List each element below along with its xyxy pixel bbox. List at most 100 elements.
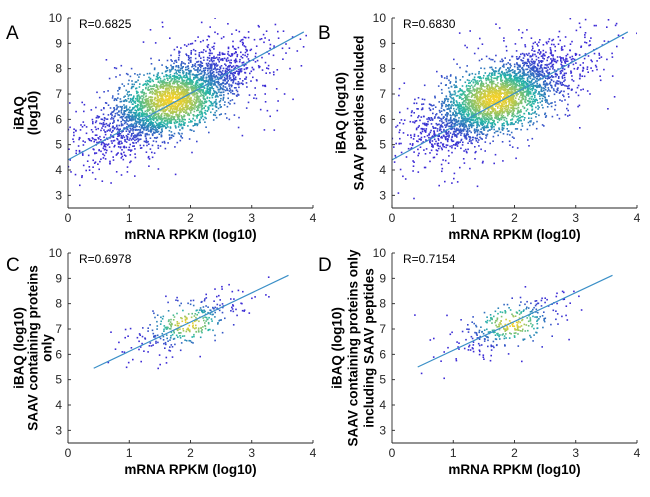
data-point bbox=[531, 85, 534, 88]
data-point bbox=[239, 82, 241, 85]
data-point bbox=[394, 154, 397, 157]
data-point bbox=[149, 108, 152, 111]
data-point bbox=[544, 80, 547, 83]
data-point bbox=[149, 112, 151, 114]
data-point bbox=[196, 105, 198, 108]
data-point bbox=[192, 114, 194, 116]
data-point bbox=[252, 68, 255, 71]
x-tick-label: 4 bbox=[310, 211, 317, 225]
data-point bbox=[186, 75, 188, 78]
data-point bbox=[526, 77, 529, 79]
data-point bbox=[422, 141, 424, 143]
data-point bbox=[190, 112, 192, 114]
data-point bbox=[153, 128, 155, 131]
data-point bbox=[150, 118, 152, 120]
data-point bbox=[173, 110, 176, 113]
data-point bbox=[161, 21, 164, 24]
data-point bbox=[510, 122, 512, 124]
data-point bbox=[469, 167, 471, 170]
data-point bbox=[518, 120, 520, 122]
data-point bbox=[144, 127, 147, 129]
data-point bbox=[112, 125, 114, 128]
data-point bbox=[194, 106, 196, 108]
data-point bbox=[522, 65, 525, 67]
data-point bbox=[201, 113, 203, 116]
data-point bbox=[82, 144, 85, 146]
data-point bbox=[201, 112, 204, 114]
data-point bbox=[152, 88, 155, 90]
data-point bbox=[187, 56, 190, 59]
data-point bbox=[143, 105, 145, 107]
data-point bbox=[150, 91, 152, 94]
data-point bbox=[182, 72, 185, 75]
data-point bbox=[215, 64, 217, 66]
data-point bbox=[116, 127, 119, 130]
data-point bbox=[203, 71, 206, 74]
data-point bbox=[90, 129, 93, 131]
data-point bbox=[555, 82, 557, 85]
data-point bbox=[147, 155, 150, 158]
data-point bbox=[110, 112, 113, 115]
data-point bbox=[199, 65, 201, 67]
data-point bbox=[218, 91, 220, 93]
data-point bbox=[202, 75, 204, 77]
data-point bbox=[145, 84, 148, 87]
data-point bbox=[117, 146, 120, 148]
data-point bbox=[209, 70, 212, 72]
data-point bbox=[161, 112, 163, 115]
data-point bbox=[498, 128, 501, 131]
data-point bbox=[442, 102, 445, 104]
data-point bbox=[132, 124, 135, 127]
data-point bbox=[179, 94, 181, 96]
data-point bbox=[462, 130, 465, 132]
data-point bbox=[442, 159, 444, 161]
data-point bbox=[453, 58, 455, 61]
data-point bbox=[156, 105, 158, 108]
data-point bbox=[474, 137, 477, 139]
data-point bbox=[541, 90, 543, 92]
data-point bbox=[487, 75, 490, 77]
data-point bbox=[416, 140, 418, 142]
data-point bbox=[435, 113, 438, 115]
data-point bbox=[554, 50, 557, 52]
data-point bbox=[147, 98, 149, 100]
data-point bbox=[537, 71, 539, 74]
data-point bbox=[119, 100, 122, 103]
data-point bbox=[165, 113, 167, 115]
data-point bbox=[138, 126, 141, 128]
data-point bbox=[132, 97, 134, 100]
data-point bbox=[149, 124, 152, 127]
data-point bbox=[213, 92, 216, 94]
data-point bbox=[550, 43, 553, 46]
data-point bbox=[228, 78, 231, 80]
data-point bbox=[482, 126, 485, 128]
data-point bbox=[175, 97, 177, 100]
data-point bbox=[199, 113, 201, 116]
data-point bbox=[106, 130, 109, 132]
data-point bbox=[155, 109, 158, 111]
data-point bbox=[148, 165, 150, 167]
data-point bbox=[429, 141, 431, 143]
data-point bbox=[192, 117, 194, 120]
data-point bbox=[178, 123, 181, 125]
data-point bbox=[479, 76, 481, 78]
data-point bbox=[177, 132, 180, 134]
data-point bbox=[459, 110, 461, 112]
data-point bbox=[96, 115, 99, 117]
data-point bbox=[107, 104, 110, 106]
data-point bbox=[467, 115, 470, 117]
data-point bbox=[159, 87, 162, 89]
data-point bbox=[213, 42, 216, 45]
data-point bbox=[184, 122, 186, 124]
data-point bbox=[554, 73, 557, 76]
data-point bbox=[184, 104, 187, 106]
data-point bbox=[442, 143, 445, 145]
data-point bbox=[204, 116, 206, 119]
data-point bbox=[229, 87, 231, 90]
data-point bbox=[455, 104, 458, 107]
data-point bbox=[240, 51, 242, 54]
data-point bbox=[158, 133, 161, 135]
data-point bbox=[545, 115, 548, 117]
data-point bbox=[129, 149, 131, 151]
data-point bbox=[167, 91, 169, 93]
